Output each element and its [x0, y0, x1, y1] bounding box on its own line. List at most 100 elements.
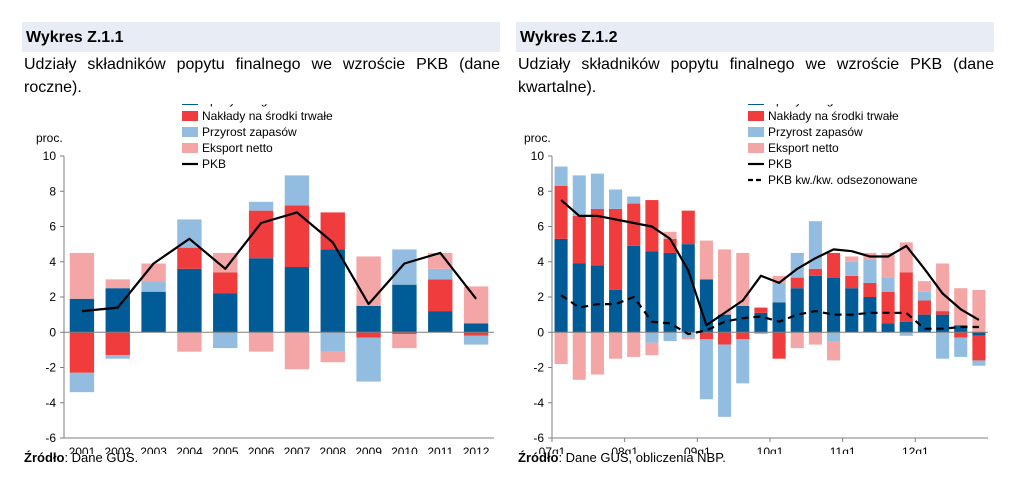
x-tick-label: 2009	[355, 445, 382, 454]
bar-segment	[663, 332, 677, 342]
bar-segment	[845, 261, 859, 276]
annual-chart: proc. -6 -4 -2 0 2 4 6 8 10 2001 2002 2003 2004 2005 20…	[36, 104, 494, 454]
y-tick-label: 10	[43, 149, 57, 163]
legend-label: Eksport netto	[202, 141, 273, 155]
x-tick-label: 10q1	[757, 445, 784, 454]
legend-label: Eksport netto	[768, 141, 839, 155]
legend-label: Przyrost zapasów	[768, 125, 863, 139]
bar-segment	[284, 332, 310, 370]
bar-segment	[917, 291, 931, 301]
bar-segment	[736, 252, 750, 306]
bar-segment	[105, 288, 130, 333]
bar-segment	[808, 268, 822, 276]
bar-segment	[681, 244, 695, 333]
bar-segment	[772, 275, 786, 283]
bar-segment	[590, 265, 604, 333]
bar-segment	[284, 267, 310, 333]
bar-segment	[320, 249, 345, 333]
bar-segment	[718, 314, 732, 333]
y-tick-label: -4	[533, 396, 544, 410]
chart-panel-quarterly: Wykres Z.1.2 Udziały składników popytu f…	[516, 22, 994, 492]
bar-segment	[627, 203, 641, 246]
bar-segment	[863, 259, 877, 283]
chart-panel-annual: Wykres Z.1.1 Udziały składników popytu f…	[22, 22, 500, 492]
legend-label: Przyrost zapasów	[202, 125, 297, 139]
bar-segment	[790, 332, 804, 349]
y-axis-label: proc.	[36, 131, 63, 145]
bar-segment	[936, 311, 950, 315]
legend-swatch	[748, 111, 764, 121]
bar-segment	[356, 305, 381, 333]
bar-segment	[645, 342, 659, 356]
y-tick-label: -2	[533, 361, 544, 375]
bar-segment	[428, 252, 453, 269]
bar-segment	[320, 332, 345, 352]
bar-segment	[736, 339, 750, 384]
x-tick-label: 2004	[176, 445, 203, 454]
x-tick-label: 2006	[248, 445, 275, 454]
source-label: Źródło	[518, 450, 559, 465]
bar-segment	[554, 185, 568, 239]
bar-segment	[428, 268, 453, 280]
bar-segment	[428, 311, 453, 333]
bar-segment	[845, 275, 859, 289]
bar-segment	[736, 332, 750, 340]
y-tick-label: 4	[537, 255, 544, 269]
bar-segment	[213, 252, 238, 273]
bar-segment	[827, 277, 841, 333]
x-tick-label: 09q1	[684, 445, 711, 454]
bar-segment	[881, 277, 895, 292]
legend-label: Nakłady na środki trwałe	[202, 109, 333, 123]
y-tick-label: 6	[49, 220, 56, 234]
x-tick-label: 2010	[391, 445, 418, 454]
legend-label: PKB kw./kw. odsezonowane	[768, 173, 918, 187]
bar-segment	[392, 249, 417, 285]
y-tick-label: 8	[49, 184, 56, 198]
bar-segment	[663, 231, 677, 239]
bar-segment	[972, 289, 986, 333]
x-tick-label: 12q1	[902, 445, 929, 454]
legend: Spożycie ogółem Nakłady na środki trwałe P…	[182, 104, 333, 171]
bar-segment	[645, 332, 659, 343]
y-tick-label: 2	[537, 290, 544, 304]
bar-segment	[609, 289, 623, 333]
bar-segment	[827, 341, 841, 361]
legend-swatch	[182, 143, 198, 153]
bar-segment	[554, 238, 568, 333]
bar-segment	[590, 208, 604, 266]
bar-segment	[881, 252, 895, 278]
legend-swatch	[748, 143, 764, 153]
bar-segment	[554, 332, 568, 364]
x-tick-label: 11q1	[830, 445, 856, 454]
bar-segment	[392, 334, 417, 349]
legend-swatch	[182, 111, 198, 121]
y-tick-label: -6	[533, 431, 544, 445]
legend-label: PKB	[768, 157, 792, 171]
bar-segment	[463, 335, 489, 345]
bar-segment	[699, 240, 713, 280]
source-note: Źródło: Dane GUS.	[24, 450, 138, 465]
bar-segment	[356, 337, 381, 382]
bar-segment	[754, 307, 768, 313]
bar-segment	[141, 263, 166, 282]
bar-segment	[772, 282, 786, 303]
bar-segment	[954, 332, 968, 338]
x-tick-label: 2005	[212, 445, 239, 454]
bar-segment	[177, 268, 202, 333]
y-axis-label: proc.	[524, 131, 551, 145]
bar-segment	[463, 323, 489, 333]
y-tick-label: 6	[537, 220, 544, 234]
bar-segment	[141, 291, 166, 333]
bar-segment	[899, 332, 913, 336]
bar-segment	[881, 291, 895, 324]
source-note: Źródło: Dane GUS, obliczenia NBP.	[518, 450, 726, 465]
quarterly-chart: proc. -6 -4 -2 0 2 4 6 8 10 07q1 08q1 09q1 10q1 11q1 12…	[524, 104, 988, 454]
y-tick-label: -2	[45, 361, 56, 375]
legend-label: Nakłady na środki trwałe	[768, 109, 899, 123]
bar-segment	[463, 286, 489, 324]
bar-segment	[772, 302, 786, 333]
bar-segment	[141, 281, 166, 292]
source-text: : Dane GUS.	[64, 450, 139, 465]
bar-segment	[881, 323, 895, 333]
bar-segment	[790, 288, 804, 333]
